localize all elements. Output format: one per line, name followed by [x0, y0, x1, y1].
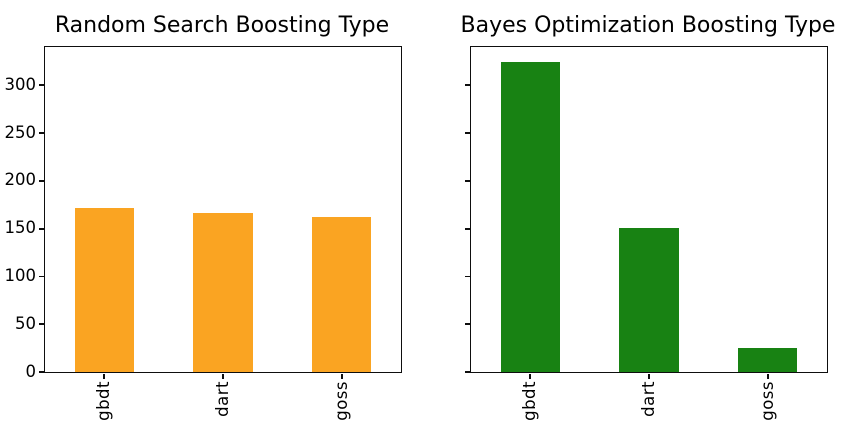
- bar-dart: [619, 227, 679, 372]
- y-tick-mark: [38, 132, 44, 134]
- y-tick-mark: [38, 371, 44, 373]
- chart-title-random-search: Random Search Boosting Type: [54, 13, 390, 38]
- x-axis-label-goss: goss: [331, 381, 351, 421]
- x-tick-mark: [766, 373, 769, 379]
- y-axis-tick-label: 0: [25, 361, 37, 381]
- x-tick-mark: [340, 373, 343, 379]
- x-tick-mark: [222, 373, 224, 379]
- y-tick-mark: [464, 84, 470, 87]
- y-axis-tick-label: 100: [4, 265, 37, 285]
- random-search-chart: Random Search Boosting Type 0 50 100 150 200…: [5, 0, 402, 447]
- y-tick-mark: [38, 323, 44, 326]
- x-axis-label-dart: dart: [639, 381, 658, 417]
- y-axis-tick-label: 50: [15, 313, 36, 333]
- x-tick-mark: [529, 373, 532, 379]
- plot-area-random-search: 0 50 100 150 200 250 300 gbdt dart goss: [5, 46, 402, 421]
- y-tick-mark: [38, 84, 44, 87]
- bar-dart: [193, 213, 253, 372]
- x-tick-mark: [648, 373, 650, 379]
- x-tick-mark: [103, 373, 106, 379]
- y-axis-tick-label: 150: [4, 218, 37, 238]
- y-tick-mark: [464, 227, 470, 230]
- y-tick-mark: [464, 132, 470, 134]
- chart-title-bayes-optimization: Bayes Optimization Boosting Type: [460, 13, 836, 38]
- x-axis-label-dart: dart: [213, 381, 232, 417]
- y-axis-tick-label: 300: [4, 74, 37, 94]
- x-axis-label-gbdt: gbdt: [94, 381, 114, 421]
- x-axis-label-goss: goss: [757, 381, 777, 421]
- y-tick-mark: [464, 275, 470, 278]
- y-tick-mark: [464, 323, 470, 326]
- y-axis-tick-label: 200: [4, 170, 37, 190]
- bar-goss: [738, 348, 798, 372]
- bar-gbdt: [74, 207, 134, 372]
- y-tick-mark: [464, 179, 470, 182]
- y-axis-tick-label: 250: [4, 122, 37, 142]
- bayes-optimization-chart: Bayes Optimization Boosting Type gbdt dar…: [461, 0, 836, 447]
- y-tick-mark: [38, 227, 44, 230]
- y-tick-mark: [38, 275, 44, 278]
- x-axis-label-gbdt: gbdt: [520, 381, 540, 421]
- bar-goss: [312, 217, 372, 372]
- plot-area-bayes-optimization: gbdt dart goss: [464, 46, 828, 421]
- y-tick-mark: [38, 179, 44, 182]
- bar-gbdt: [500, 62, 560, 372]
- y-tick-mark: [464, 371, 470, 373]
